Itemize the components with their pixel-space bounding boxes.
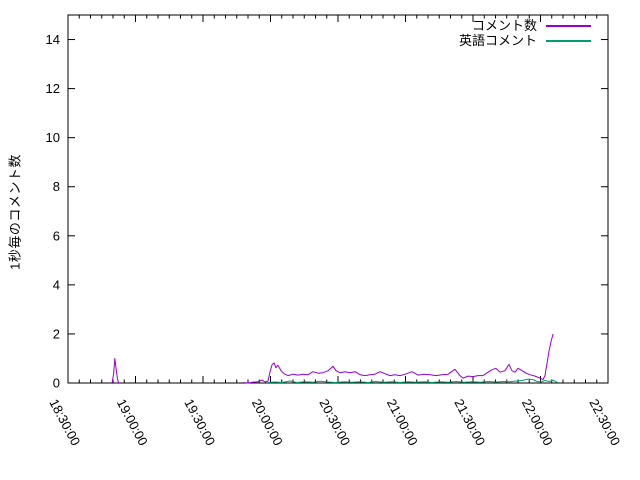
x-tick-label: 22:00:00: [519, 396, 556, 448]
y-tick-label: 4: [53, 277, 60, 292]
y-tick-label: 12: [46, 81, 60, 96]
y-tick-label: 8: [53, 179, 60, 194]
plot-border: [67, 14, 609, 384]
legend-line-comment-count-icon: [546, 24, 591, 27]
y-tick-label: 14: [46, 32, 60, 47]
legend-line-english-comments-icon: [546, 39, 591, 42]
y-tick-label: 0: [53, 376, 60, 391]
legend-label-comment-count: コメント数: [471, 18, 537, 33]
y-axis-title: 1秒毎のコメント数: [7, 154, 23, 270]
x-tick-label: 21:30:00: [451, 396, 488, 448]
x-tick-label: 22:30:00: [586, 396, 623, 448]
x-tick-label: 20:30:00: [316, 396, 353, 448]
legend-item-comment-count: コメント数: [459, 19, 591, 32]
series-line-1: [267, 378, 559, 383]
x-tick-label: 18:30:00: [46, 396, 83, 448]
legend-item-english-comments: 英語コメント: [459, 34, 591, 47]
x-tick-label: 19:30:00: [181, 396, 218, 448]
legend-label-english-comments: 英語コメント: [458, 33, 537, 48]
x-tick-label: 20:00:00: [249, 396, 286, 448]
y-tick-label: 6: [53, 228, 60, 243]
series-line-0: [111, 358, 120, 384]
x-tick-label: 21:00:00: [384, 396, 421, 448]
y-tick-label: 2: [53, 326, 60, 341]
legend: コメント数 英語コメント: [459, 19, 591, 47]
series-line-0: [242, 333, 554, 384]
x-tick-label: 19:00:00: [114, 396, 151, 448]
y-tick-label: 10: [46, 130, 60, 145]
